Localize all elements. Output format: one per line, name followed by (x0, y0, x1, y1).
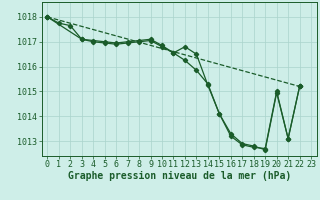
X-axis label: Graphe pression niveau de la mer (hPa): Graphe pression niveau de la mer (hPa) (68, 171, 291, 181)
